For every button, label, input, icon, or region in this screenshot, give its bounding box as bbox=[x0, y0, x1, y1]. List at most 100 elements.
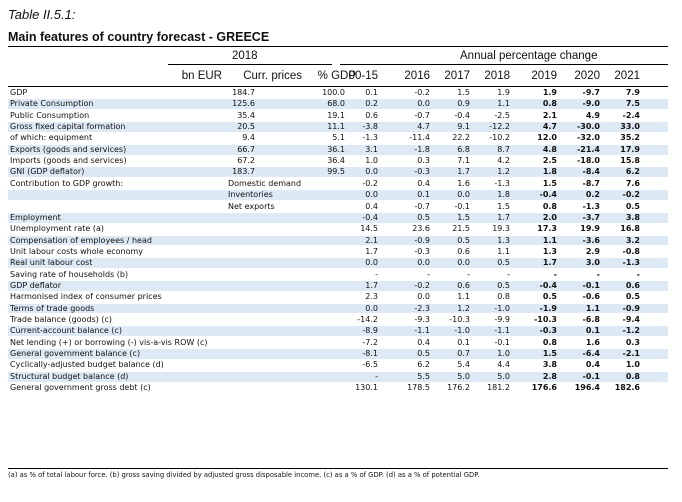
row-band bbox=[8, 303, 668, 314]
cell-year-2017: 0.7 bbox=[457, 349, 470, 359]
cell-year-2020: -8.7 bbox=[582, 178, 601, 188]
cell-year-2019: - bbox=[553, 269, 557, 279]
cell-year-2017: 1.2 bbox=[457, 303, 470, 313]
cell-year-2020: -0.1 bbox=[582, 280, 601, 290]
cell-curr-prices: 66.7 bbox=[237, 144, 255, 154]
cell-year-2017: 0.0 bbox=[457, 190, 470, 200]
cell-year-2018: 8.7 bbox=[497, 144, 510, 154]
row-band bbox=[8, 99, 668, 110]
cell-pct-gdp: 36.1 bbox=[327, 144, 345, 154]
cell-year-2020: 2.9 bbox=[585, 246, 600, 256]
cell-year-2019: 12.0 bbox=[537, 133, 557, 143]
cell-year-00-15: -0.2 bbox=[362, 178, 378, 188]
table-row: Structural budget balance (d) - 5.5 5.0 5.0 2… bbox=[8, 371, 668, 383]
cell-year-2021: -1.3 bbox=[622, 258, 641, 268]
cell-year-2018: 19.3 bbox=[492, 224, 510, 234]
cell-year-00-15: 0.1 bbox=[365, 88, 378, 97]
cell-year-2021: 1.0 bbox=[625, 360, 640, 370]
cell-year-2019: 1.7 bbox=[542, 258, 557, 268]
header-year-2020: 2020 bbox=[574, 70, 600, 82]
cell-year-2019: 4.8 bbox=[542, 144, 557, 154]
cell-year-00-15: - bbox=[375, 371, 378, 381]
cell-year-2019: -1.9 bbox=[539, 303, 558, 313]
row-label: Imports (goods and services) bbox=[10, 156, 127, 166]
cell-year-2017: 0.9 bbox=[457, 99, 470, 109]
cell-year-2019: 1.8 bbox=[542, 167, 557, 177]
row-band bbox=[8, 349, 668, 359]
cell-year-2016: 178.5 bbox=[407, 383, 430, 393]
cell-year-2020: -0.6 bbox=[582, 292, 601, 302]
header-bottom-rule bbox=[8, 86, 668, 87]
table-title: Main features of country forecast - GREE… bbox=[8, 30, 270, 44]
cell-year-2021: 33.0 bbox=[620, 122, 640, 132]
cell-year-2020: -18.0 bbox=[576, 156, 600, 166]
row-label: GDP bbox=[10, 88, 28, 97]
cell-year-2018: -10.2 bbox=[489, 133, 510, 143]
cell-year-2019: 1.5 bbox=[542, 178, 557, 188]
cell-curr-prices: 183.7 bbox=[232, 167, 255, 177]
cell-pct-gdp: 100.0 bbox=[322, 88, 345, 97]
cell-year-00-15: -8.1 bbox=[362, 349, 378, 359]
table-row: Trade balance (goods) (c) -14.2 -9.3 -10.3 -… bbox=[8, 314, 668, 326]
cell-year-2016: 0.5 bbox=[417, 349, 430, 359]
cell-year-2016: 6.2 bbox=[417, 360, 430, 370]
cell-year-00-15: -6.5 bbox=[362, 360, 378, 370]
table-row: of which: equipment 9.4 5.1 -1.3 -11.4 22.2 -1… bbox=[8, 132, 668, 144]
cell-year-2017: 9.1 bbox=[457, 122, 470, 132]
cell-year-2016: 5.5 bbox=[417, 371, 430, 381]
cell-year-00-15: -3.8 bbox=[362, 122, 378, 132]
row-band bbox=[8, 167, 668, 178]
cell-year-2016: -1.8 bbox=[414, 144, 430, 154]
cell-year-2021: 0.5 bbox=[625, 292, 640, 302]
cell-year-00-15: 2.1 bbox=[365, 235, 378, 245]
table-row: Terms of trade goods 0.0 -2.3 1.2 -1.0 -1.9 1.… bbox=[8, 303, 668, 315]
cell-year-00-15: -0.4 bbox=[362, 212, 378, 222]
cell-year-2019: -0.4 bbox=[539, 190, 558, 200]
cell-year-2018: 0.5 bbox=[497, 280, 510, 290]
cell-year-2019: -10.3 bbox=[533, 315, 557, 324]
cell-year-2016: 0.4 bbox=[417, 337, 430, 347]
cell-year-2018: 181.2 bbox=[487, 383, 510, 393]
bottom-rule bbox=[8, 468, 668, 469]
header-annual-change: Annual percentage change bbox=[460, 50, 598, 62]
cell-year-2020: -0.1 bbox=[582, 371, 601, 381]
cell-year-00-15: 14.5 bbox=[360, 224, 378, 234]
cell-year-00-15: 3.1 bbox=[365, 144, 378, 154]
cell-year-2016: -0.7 bbox=[414, 201, 430, 211]
cell-pct-gdp: 36.4 bbox=[327, 156, 345, 166]
cell-year-2019: 2.0 bbox=[542, 212, 557, 222]
cell-year-2018: 0.5 bbox=[497, 258, 510, 268]
row-label: Structural budget balance (d) bbox=[10, 371, 129, 381]
cell-year-2021: 3.2 bbox=[625, 235, 640, 245]
cell-year-2021: 0.6 bbox=[625, 280, 640, 290]
row-band bbox=[8, 235, 668, 246]
cell-year-00-15: 0.6 bbox=[365, 110, 378, 120]
cell-year-2017: 176.2 bbox=[447, 383, 470, 393]
row-label: Unit labour costs whole economy bbox=[10, 246, 144, 256]
row-band bbox=[8, 190, 668, 200]
table-row: Contribution to GDP growth: Domestic dema… bbox=[8, 178, 668, 190]
table-row: General government balance (c) -8.1 0.5 0.7… bbox=[8, 348, 668, 360]
cell-year-2021: 17.9 bbox=[620, 144, 640, 154]
table-row: Unit labour costs whole economy 1.7 -0.3 0.… bbox=[8, 246, 668, 258]
cell-year-2021: -2.4 bbox=[622, 110, 641, 120]
cell-year-2020: -30.0 bbox=[576, 122, 600, 132]
cell-year-2020: -32.0 bbox=[576, 133, 600, 143]
header-bn-eur: bn EUR bbox=[181, 70, 222, 82]
cell-year-2016: -2.3 bbox=[414, 303, 430, 313]
cell-year-2020: 19.9 bbox=[580, 224, 600, 234]
cell-year-2016: -0.7 bbox=[414, 110, 430, 120]
cell-year-2019: 2.8 bbox=[542, 371, 557, 381]
row-label: Public Consumption bbox=[10, 110, 90, 120]
cell-year-2016: -0.2 bbox=[414, 280, 430, 290]
cell-year-2016: -0.9 bbox=[414, 235, 430, 245]
cell-curr-prices: 35.4 bbox=[237, 110, 255, 120]
cell-year-2019: 1.5 bbox=[542, 349, 557, 359]
header-year-00-15: 00-15 bbox=[348, 70, 378, 82]
cell-year-2019: -0.3 bbox=[539, 326, 558, 336]
row-label: Real unit labour cost bbox=[10, 258, 93, 268]
cell-year-2021: 0.3 bbox=[625, 337, 640, 347]
cell-year-2016: 0.4 bbox=[417, 178, 430, 188]
cell-year-2020: - bbox=[596, 269, 600, 279]
row-label: Terms of trade goods bbox=[10, 303, 95, 313]
